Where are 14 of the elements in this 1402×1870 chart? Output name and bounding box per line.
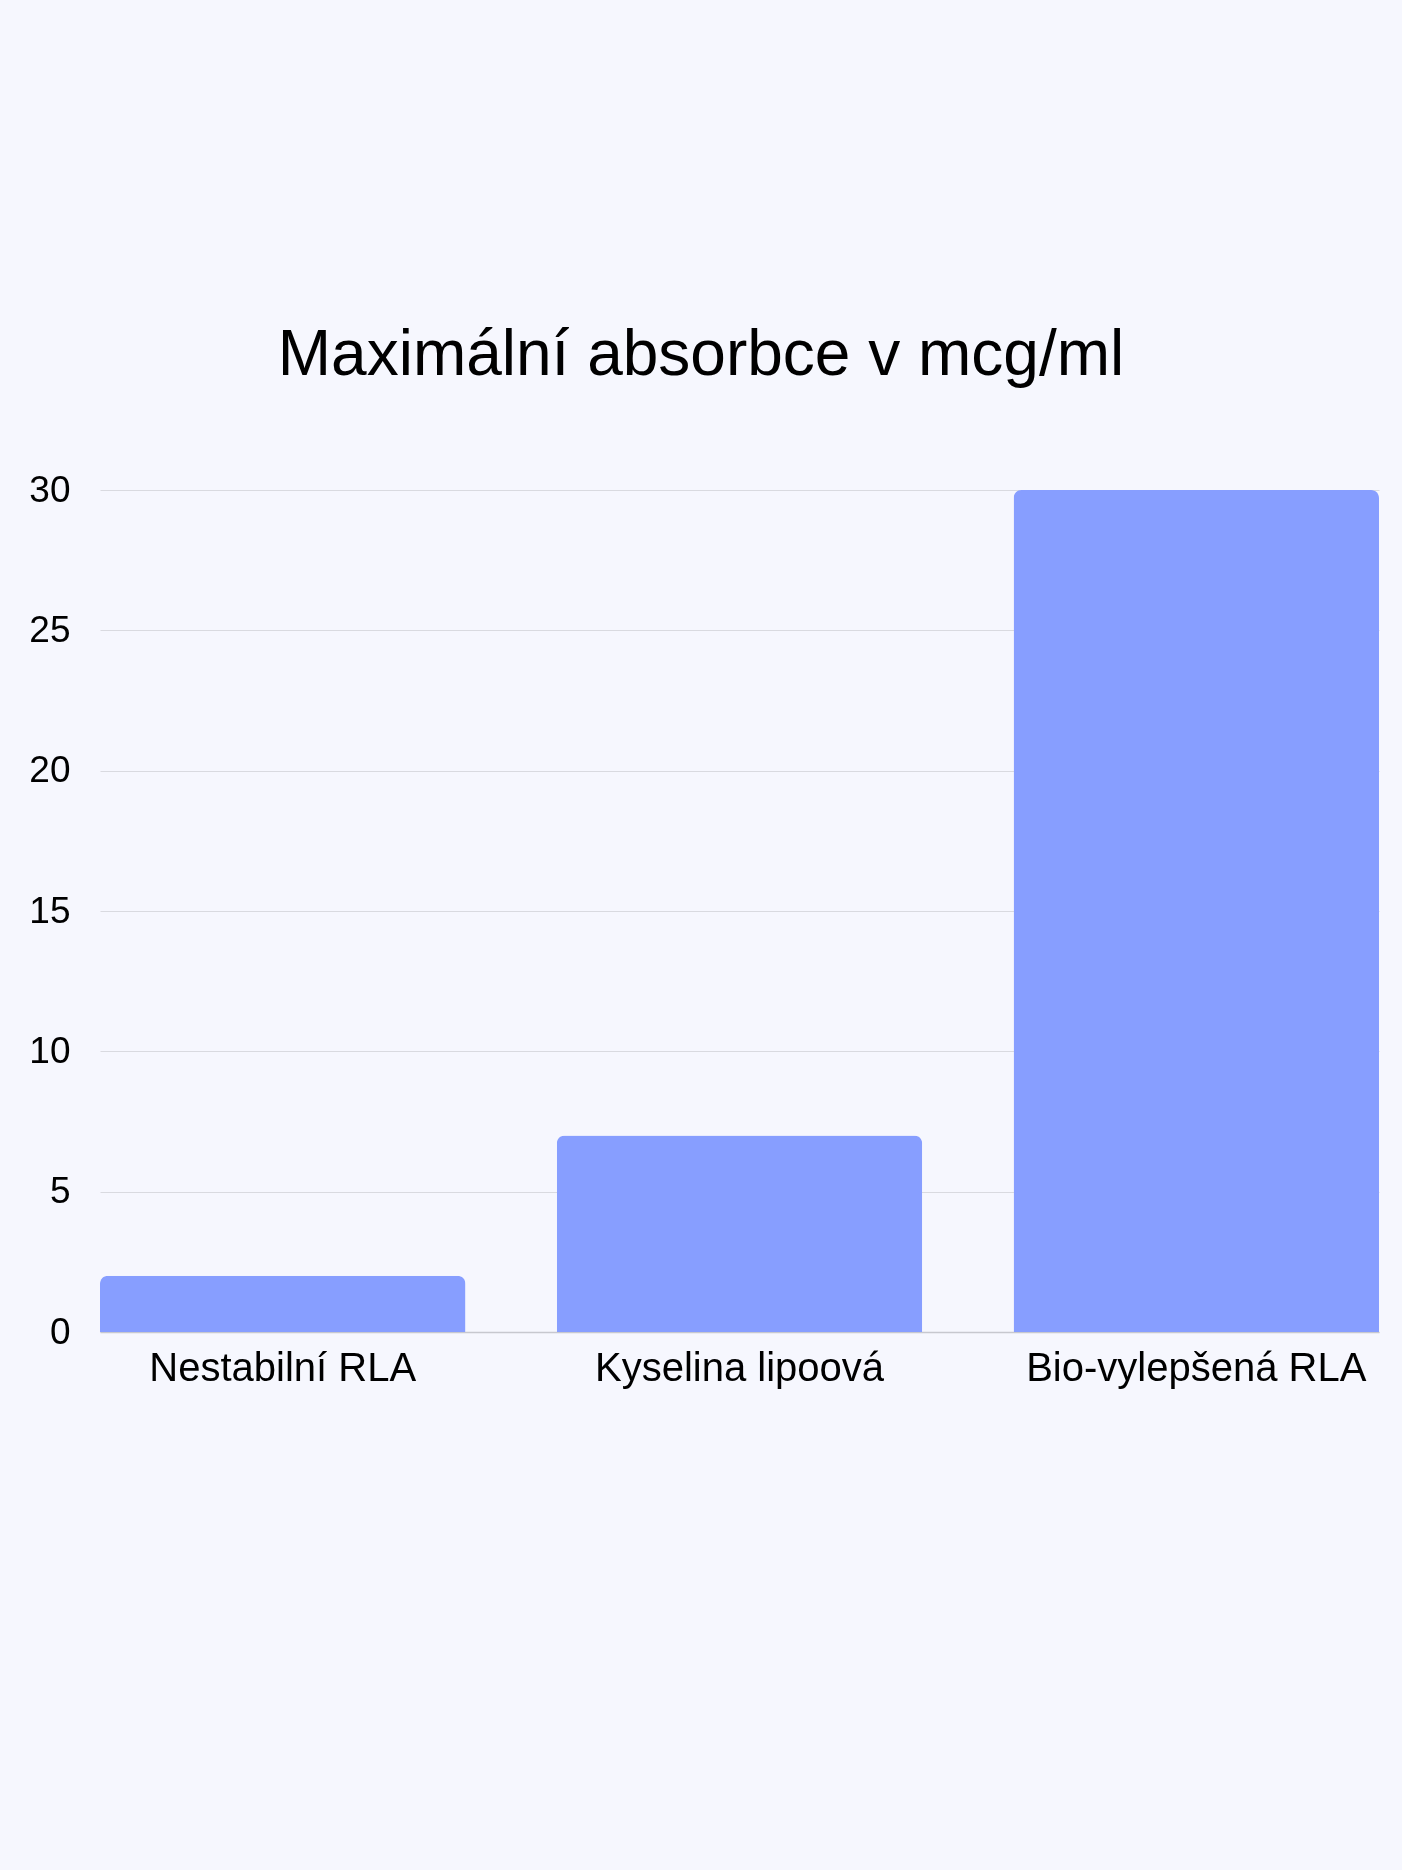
y-tick-label: 25 bbox=[29, 608, 71, 650]
bar bbox=[1013, 490, 1379, 1332]
y-tick-label: 10 bbox=[29, 1029, 71, 1071]
x-tick-label: Kyselina lipoová bbox=[594, 1344, 885, 1389]
y-tick-label: 15 bbox=[29, 889, 71, 931]
y-tick-label: 30 bbox=[29, 468, 71, 510]
x-tick-label: Nestabilní RLA bbox=[149, 1344, 417, 1389]
y-tick-label: 20 bbox=[29, 749, 71, 791]
y-tick-label: 0 bbox=[49, 1310, 71, 1352]
bar bbox=[100, 1275, 466, 1332]
x-tick-label: Bio-vylepšená RLA bbox=[1026, 1344, 1367, 1389]
bar bbox=[556, 1135, 923, 1332]
chart-title: Maximální absorbce v mcg/ml bbox=[277, 317, 1125, 389]
y-tick-label: 5 bbox=[49, 1170, 71, 1212]
